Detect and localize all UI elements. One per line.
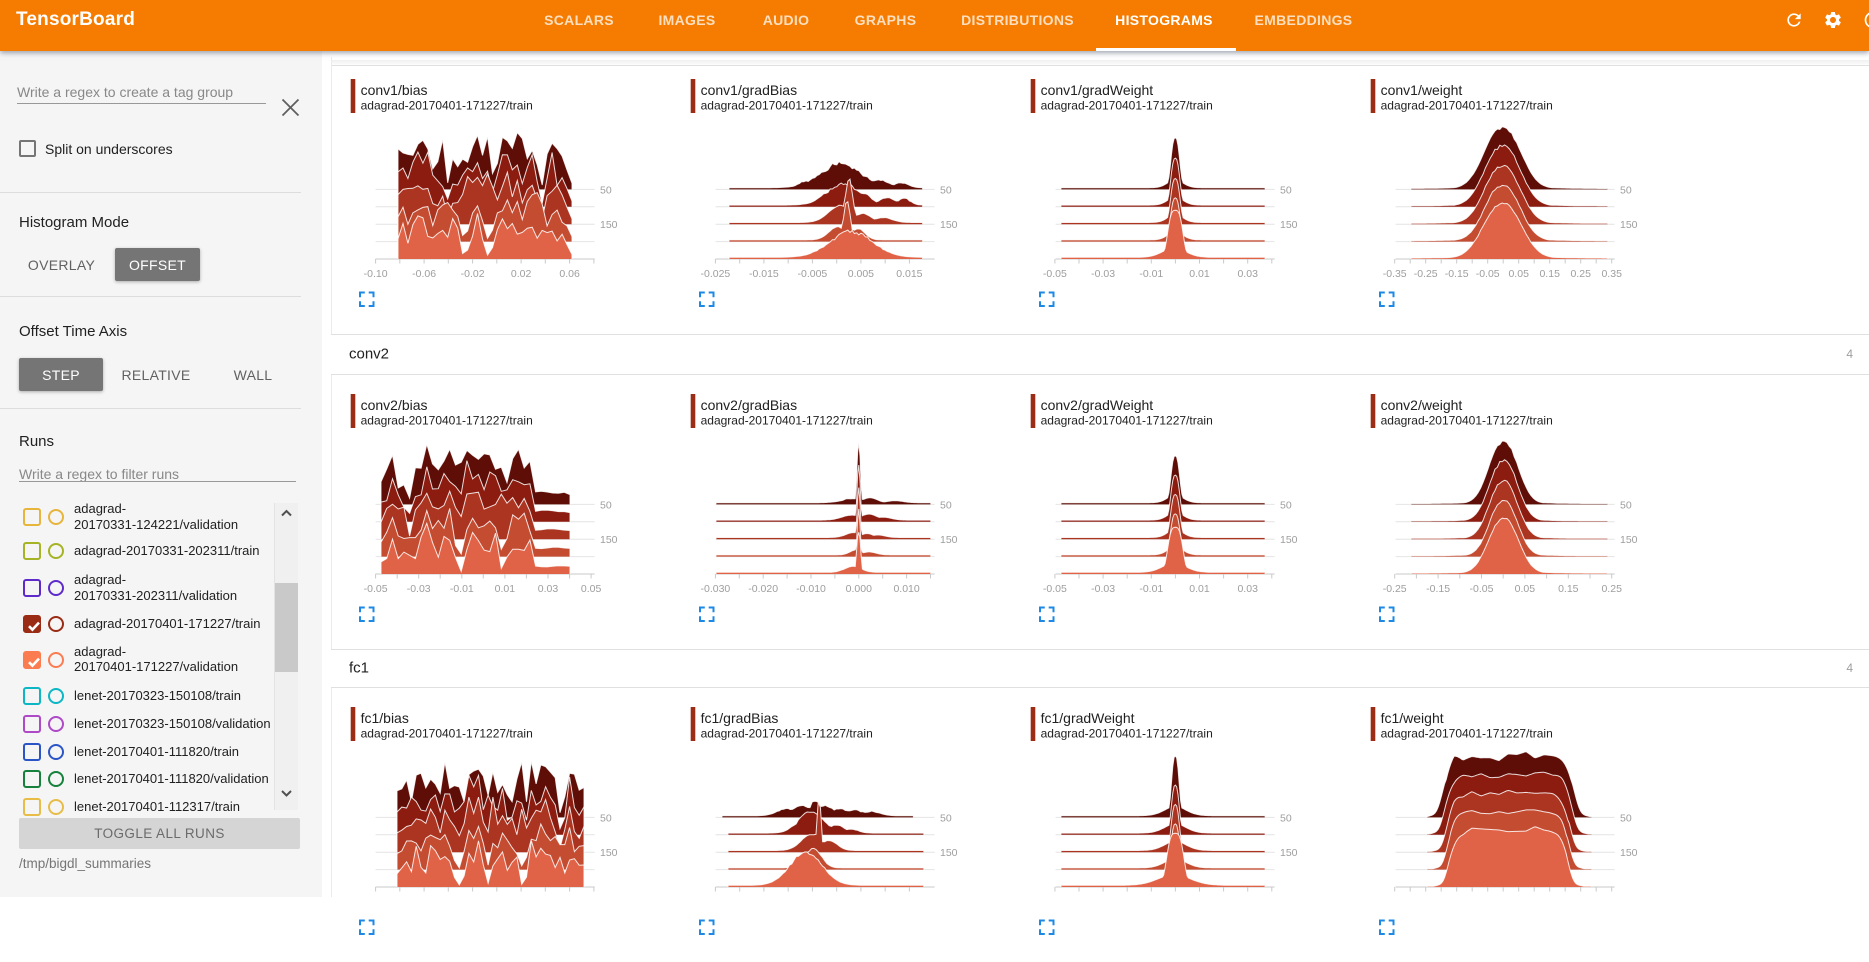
svg-text:0.25: 0.25: [1570, 268, 1591, 280]
svg-text:50: 50: [600, 499, 612, 511]
svg-text:-0.10: -0.10: [364, 268, 388, 280]
svg-text:adagrad-20170401-171227/train: adagrad-20170401-171227/train: [1041, 413, 1213, 427]
svg-text:adagrad-20170401-171227/train: adagrad-20170401-171227/train: [1041, 727, 1213, 741]
svg-text:conv1/gradBias: conv1/gradBias: [701, 82, 798, 98]
svg-text:-0.010: -0.010: [796, 583, 826, 595]
svg-text:-0.05: -0.05: [1470, 583, 1494, 595]
svg-text:0.25: 0.25: [1601, 583, 1622, 595]
svg-text:50: 50: [1620, 184, 1632, 196]
svg-text:-0.25: -0.25: [1383, 583, 1407, 595]
svg-text:-0.01: -0.01: [1139, 268, 1163, 280]
svg-text:-0.02: -0.02: [461, 268, 485, 280]
svg-text:50: 50: [1280, 499, 1292, 511]
svg-text:-0.05: -0.05: [1476, 268, 1500, 280]
svg-text:50: 50: [940, 499, 952, 511]
svg-text:adagrad-20170401-171227/train: adagrad-20170401-171227/train: [1381, 98, 1553, 112]
svg-text:0.005: 0.005: [848, 268, 874, 280]
svg-text:conv1/weight: conv1/weight: [1381, 82, 1463, 98]
svg-text:150: 150: [600, 847, 618, 859]
svg-text:50: 50: [1620, 812, 1632, 824]
svg-text:150: 150: [940, 847, 958, 859]
svg-text:150: 150: [1620, 847, 1638, 859]
svg-text:-0.01: -0.01: [450, 583, 474, 595]
svg-text:0.05: 0.05: [1508, 268, 1529, 280]
svg-text:-0.03: -0.03: [407, 583, 431, 595]
svg-text:150: 150: [600, 534, 618, 546]
svg-text:adagrad-20170401-171227/train: adagrad-20170401-171227/train: [1381, 727, 1553, 741]
svg-text:-0.03: -0.03: [1091, 583, 1115, 595]
svg-text:0.01: 0.01: [495, 583, 516, 595]
svg-text:50: 50: [940, 184, 952, 196]
svg-text:150: 150: [600, 219, 618, 231]
svg-text:adagrad-20170401-171227/train: adagrad-20170401-171227/train: [361, 98, 533, 112]
svg-text:fc1/gradWeight: fc1/gradWeight: [1041, 710, 1135, 726]
svg-text:conv2/gradBias: conv2/gradBias: [701, 397, 798, 413]
svg-text:0.000: 0.000: [846, 583, 872, 595]
svg-text:-0.03: -0.03: [1091, 268, 1115, 280]
svg-text:150: 150: [1280, 219, 1298, 231]
svg-text:adagrad-20170401-171227/train: adagrad-20170401-171227/train: [1041, 98, 1213, 112]
svg-text:fc1/weight: fc1/weight: [1381, 710, 1444, 726]
svg-text:0.015: 0.015: [896, 268, 922, 280]
svg-text:150: 150: [940, 219, 958, 231]
svg-text:0.05: 0.05: [1515, 583, 1536, 595]
svg-text:conv2/bias: conv2/bias: [361, 397, 428, 413]
svg-text:50: 50: [600, 812, 612, 824]
svg-text:-0.005: -0.005: [798, 268, 828, 280]
svg-text:0.03: 0.03: [1237, 583, 1258, 595]
svg-text:adagrad-20170401-171227/train: adagrad-20170401-171227/train: [701, 98, 873, 112]
svg-text:adagrad-20170401-171227/train: adagrad-20170401-171227/train: [361, 727, 533, 741]
svg-text:0.06: 0.06: [559, 268, 580, 280]
svg-text:-0.020: -0.020: [748, 583, 778, 595]
svg-text:conv1/bias: conv1/bias: [361, 82, 428, 98]
svg-text:0.01: 0.01: [1189, 268, 1210, 280]
svg-text:adagrad-20170401-171227/train: adagrad-20170401-171227/train: [361, 413, 533, 427]
svg-text:adagrad-20170401-171227/train: adagrad-20170401-171227/train: [1381, 413, 1553, 427]
svg-text:-0.030: -0.030: [701, 583, 731, 595]
svg-text:0.01: 0.01: [1189, 583, 1210, 595]
svg-text:150: 150: [940, 534, 958, 546]
svg-text:0.02: 0.02: [511, 268, 532, 280]
svg-text:fc1/gradBias: fc1/gradBias: [701, 710, 779, 726]
svg-text:-0.35: -0.35: [1383, 268, 1407, 280]
svg-text:conv1/gradWeight: conv1/gradWeight: [1041, 82, 1154, 98]
svg-text:50: 50: [940, 812, 952, 824]
svg-text:fc1/bias: fc1/bias: [361, 710, 409, 726]
svg-text:150: 150: [1280, 847, 1298, 859]
svg-text:0.05: 0.05: [581, 583, 602, 595]
svg-text:150: 150: [1620, 219, 1638, 231]
svg-text:conv2/gradWeight: conv2/gradWeight: [1041, 397, 1154, 413]
svg-text:50: 50: [1280, 184, 1292, 196]
svg-text:50: 50: [1620, 499, 1632, 511]
svg-text:0.03: 0.03: [538, 583, 559, 595]
svg-text:0.03: 0.03: [1237, 268, 1258, 280]
svg-text:-0.25: -0.25: [1414, 268, 1438, 280]
svg-text:150: 150: [1280, 534, 1298, 546]
svg-text:-0.05: -0.05: [1043, 268, 1067, 280]
svg-text:-0.05: -0.05: [364, 583, 388, 595]
svg-text:50: 50: [1280, 812, 1292, 824]
svg-text:0.35: 0.35: [1601, 268, 1622, 280]
svg-text:0.15: 0.15: [1558, 583, 1579, 595]
svg-text:-0.01: -0.01: [1139, 583, 1163, 595]
svg-text:0.010: 0.010: [893, 583, 919, 595]
svg-text:adagrad-20170401-171227/train: adagrad-20170401-171227/train: [701, 727, 873, 741]
svg-text:0.15: 0.15: [1539, 268, 1560, 280]
svg-text:50: 50: [600, 184, 612, 196]
svg-text:-0.05: -0.05: [1043, 583, 1067, 595]
svg-text:adagrad-20170401-171227/train: adagrad-20170401-171227/train: [701, 413, 873, 427]
svg-text:conv2/weight: conv2/weight: [1381, 397, 1463, 413]
svg-text:-0.025: -0.025: [701, 268, 731, 280]
svg-text:-0.15: -0.15: [1445, 268, 1469, 280]
svg-text:-0.15: -0.15: [1426, 583, 1450, 595]
svg-text:-0.015: -0.015: [749, 268, 779, 280]
svg-text:150: 150: [1620, 534, 1638, 546]
svg-text:-0.06: -0.06: [412, 268, 436, 280]
